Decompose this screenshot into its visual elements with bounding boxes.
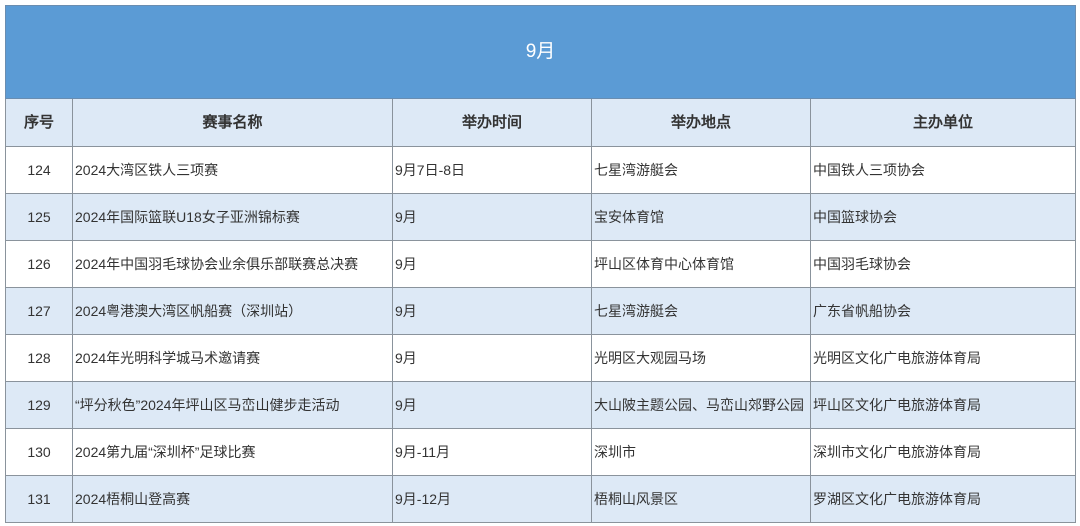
cell-event-name: 2024年国际篮联U18女子亚洲锦标赛 xyxy=(72,193,393,241)
col-header-location: 举办地点 xyxy=(591,98,811,147)
table-row: 131 2024梧桐山登高赛 9月-12月 梧桐山风景区 罗湖区文化广电旅游体育局 xyxy=(5,475,1077,523)
cell-event-name: 2024梧桐山登高赛 xyxy=(72,475,393,523)
cell-time: 9月 xyxy=(392,240,592,288)
cell-event-name: 2024大湾区铁人三项赛 xyxy=(72,146,393,194)
col-header-index: 序号 xyxy=(5,98,73,147)
cell-index: 129 xyxy=(5,381,73,429)
cell-event-name: “坪分秋色”2024年坪山区马峦山健步走活动 xyxy=(72,381,393,429)
cell-time: 9月-11月 xyxy=(392,428,592,476)
cell-organizer: 中国铁人三项协会 xyxy=(809,146,1077,194)
cell-location: 光明区大观园马场 xyxy=(591,334,811,382)
table-row: 129 “坪分秋色”2024年坪山区马峦山健步走活动 9月 大山陂主题公园、马峦山郊野… xyxy=(5,381,1077,429)
cell-index: 128 xyxy=(5,334,73,382)
cell-index: 124 xyxy=(5,146,73,194)
cell-organizer: 深圳市文化广电旅游体育局 xyxy=(809,428,1077,476)
cell-organizer: 光明区文化广电旅游体育局 xyxy=(809,334,1077,382)
cell-location: 梧桐山风景区 xyxy=(591,475,811,523)
table-row: 127 2024粤港澳大湾区帆船赛（深圳站） 9月 七星湾游艇会 广东省帆船协会 xyxy=(5,287,1077,335)
cell-time: 9月-12月 xyxy=(392,475,592,523)
cell-time: 9月 xyxy=(392,381,592,429)
col-header-time: 举办时间 xyxy=(392,98,592,147)
cell-location: 大山陂主题公园、马峦山郊野公园 xyxy=(591,381,811,429)
cell-time: 9月 xyxy=(392,334,592,382)
cell-index: 125 xyxy=(5,193,73,241)
col-header-event-name: 赛事名称 xyxy=(72,98,393,147)
events-table: 9月 序号 赛事名称 举办时间 举办地点 主办单位 124 2024大湾区铁人三项… xyxy=(4,5,1077,523)
table-row: 128 2024年光明科学城马术邀请赛 9月 光明区大观园马场 光明区文化广电旅游体育局 xyxy=(5,334,1077,382)
cell-location: 坪山区体育中心体育馆 xyxy=(591,240,811,288)
cell-event-name: 2024粤港澳大湾区帆船赛（深圳站） xyxy=(72,287,393,335)
table-row: 126 2024年中国羽毛球协会业余俱乐部联赛总决赛 9月 坪山区体育中心体育馆 中国羽… xyxy=(5,240,1077,288)
cell-index: 126 xyxy=(5,240,73,288)
col-header-organizer: 主办单位 xyxy=(809,98,1077,147)
cell-organizer: 广东省帆船协会 xyxy=(809,287,1077,335)
cell-time: 9月 xyxy=(392,287,592,335)
table-row: 125 2024年国际篮联U18女子亚洲锦标赛 9月 宝安体育馆 中国篮球协会 xyxy=(5,193,1077,241)
header-row: 序号 赛事名称 举办时间 举办地点 主办单位 xyxy=(5,98,1077,147)
cell-index: 130 xyxy=(5,428,73,476)
cell-location: 七星湾游艇会 xyxy=(591,287,811,335)
cell-time: 9月7日-8日 xyxy=(392,146,592,194)
cell-organizer: 罗湖区文化广电旅游体育局 xyxy=(809,475,1077,523)
cell-index: 127 xyxy=(5,287,73,335)
cell-time: 9月 xyxy=(392,193,592,241)
cell-location: 七星湾游艇会 xyxy=(591,146,811,194)
cell-organizer: 中国羽毛球协会 xyxy=(809,240,1077,288)
cell-organizer: 中国篮球协会 xyxy=(809,193,1077,241)
table-row: 130 2024第九届“深圳杯”足球比赛 9月-11月 深圳市 深圳市文化广电旅游体育局 xyxy=(5,428,1077,476)
title-row: 9月 xyxy=(4,5,1077,99)
cell-location: 深圳市 xyxy=(591,428,811,476)
table-title: 9月 xyxy=(4,5,1077,99)
table-row: 124 2024大湾区铁人三项赛 9月7日-8日 七星湾游艇会 中国铁人三项协会 xyxy=(5,146,1077,194)
cell-location: 宝安体育馆 xyxy=(591,193,811,241)
cell-event-name: 2024年光明科学城马术邀请赛 xyxy=(72,334,393,382)
cell-event-name: 2024第九届“深圳杯”足球比赛 xyxy=(72,428,393,476)
cell-index: 131 xyxy=(5,475,73,523)
cell-organizer: 坪山区文化广电旅游体育局 xyxy=(809,381,1077,429)
cell-event-name: 2024年中国羽毛球协会业余俱乐部联赛总决赛 xyxy=(72,240,393,288)
